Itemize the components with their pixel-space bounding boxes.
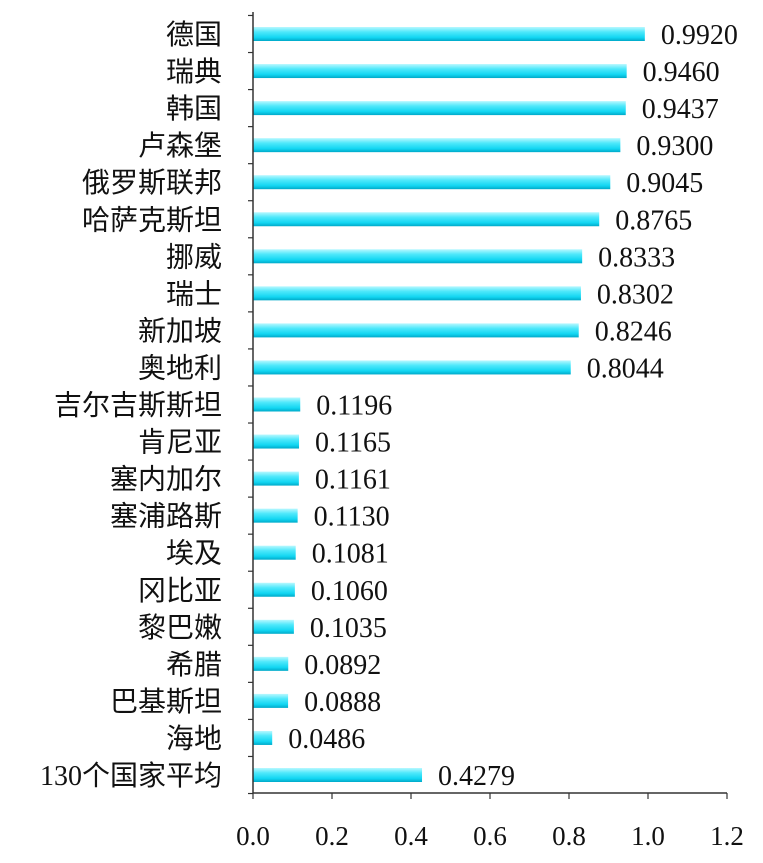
- value-label: 0.0892: [304, 650, 381, 681]
- x-tick-label: 1.2: [710, 821, 744, 851]
- bar: [253, 508, 298, 523]
- category-label: 吉尔吉斯斯坦: [54, 390, 222, 422]
- bar: [253, 64, 627, 79]
- category-label: 埃及: [166, 538, 222, 570]
- category-label: 冈比亚: [138, 575, 222, 607]
- bars-group: [253, 27, 645, 782]
- value-label: 0.9300: [636, 131, 713, 162]
- value-label: 0.0486: [288, 724, 365, 755]
- category-label: 希腊: [166, 649, 222, 681]
- value-label: 0.9460: [643, 57, 720, 88]
- category-label: 黎巴嫩: [138, 612, 222, 644]
- category-label: 瑞典: [166, 56, 222, 88]
- value-label: 0.1196: [316, 391, 392, 422]
- bar: [253, 693, 289, 708]
- x-tick-label: 1.0: [631, 821, 665, 851]
- value-label: 0.9437: [642, 94, 719, 125]
- bar: [253, 730, 273, 745]
- bar: [253, 582, 295, 597]
- bar: [253, 768, 423, 782]
- value-label: 0.8044: [587, 353, 664, 384]
- x-tick-label: 0.6: [473, 821, 507, 851]
- category-label: 哈萨克斯坦: [82, 204, 222, 236]
- value-label: 0.8333: [598, 242, 675, 273]
- category-label: 塞浦路斯: [110, 501, 222, 533]
- bar: [253, 397, 301, 412]
- value-label: 0.1035: [310, 613, 387, 644]
- bar: [253, 286, 581, 301]
- bar: [253, 212, 600, 227]
- value-label: 0.0888: [304, 687, 381, 718]
- bar: [253, 101, 626, 116]
- x-tick-label: 0.4: [394, 821, 428, 851]
- bar: [253, 434, 300, 449]
- value-label: 0.8302: [597, 279, 674, 310]
- category-label: 130个国家平均: [40, 760, 222, 792]
- x-tick-label: 0.8: [552, 821, 586, 851]
- x-tick-label: 0.0: [236, 821, 270, 851]
- bar: [253, 27, 645, 41]
- category-label: 瑞士: [166, 278, 222, 310]
- labels-group: 德国 0.9920 瑞典 0.9460 韩国 0.9437 卢森堡 0.9300 俄罗斯联邦 0.…: [40, 19, 738, 792]
- bar: [253, 323, 579, 338]
- bar: [253, 471, 299, 486]
- value-label: 0.8765: [615, 205, 692, 236]
- value-label: 0.9045: [626, 168, 703, 199]
- bar: [253, 138, 621, 153]
- x-tick-label: 0.2: [315, 821, 349, 851]
- category-label: 新加坡: [138, 315, 222, 347]
- value-label: 0.1081: [312, 539, 389, 570]
- category-label: 挪威: [166, 241, 222, 273]
- category-label: 肯尼亚: [138, 427, 222, 459]
- category-label: 海地: [166, 723, 222, 755]
- value-label: 0.1060: [311, 576, 388, 607]
- value-label: 0.4279: [438, 761, 515, 792]
- bar: [253, 360, 571, 375]
- value-label: 0.9920: [661, 20, 738, 51]
- category-label: 韩国: [166, 93, 222, 125]
- category-label: 德国: [166, 19, 222, 51]
- category-label: 卢森堡: [138, 130, 222, 162]
- value-label: 0.1130: [314, 502, 390, 533]
- category-label: 巴基斯坦: [110, 686, 222, 718]
- bar: [253, 175, 611, 190]
- category-label: 塞内加尔: [110, 464, 222, 496]
- value-label: 0.1161: [315, 465, 391, 496]
- value-label: 0.8246: [595, 316, 672, 347]
- bar: [253, 545, 296, 560]
- category-label: 奥地利: [138, 352, 222, 384]
- ticks-group: 0.0 0.2 0.4 0.6 0.8 1.0 1.2: [236, 14, 744, 851]
- value-label: 0.1165: [315, 428, 391, 459]
- category-label: 俄罗斯联邦: [82, 167, 222, 199]
- bar: [253, 619, 294, 634]
- bar: [253, 656, 289, 671]
- bar: [253, 249, 583, 264]
